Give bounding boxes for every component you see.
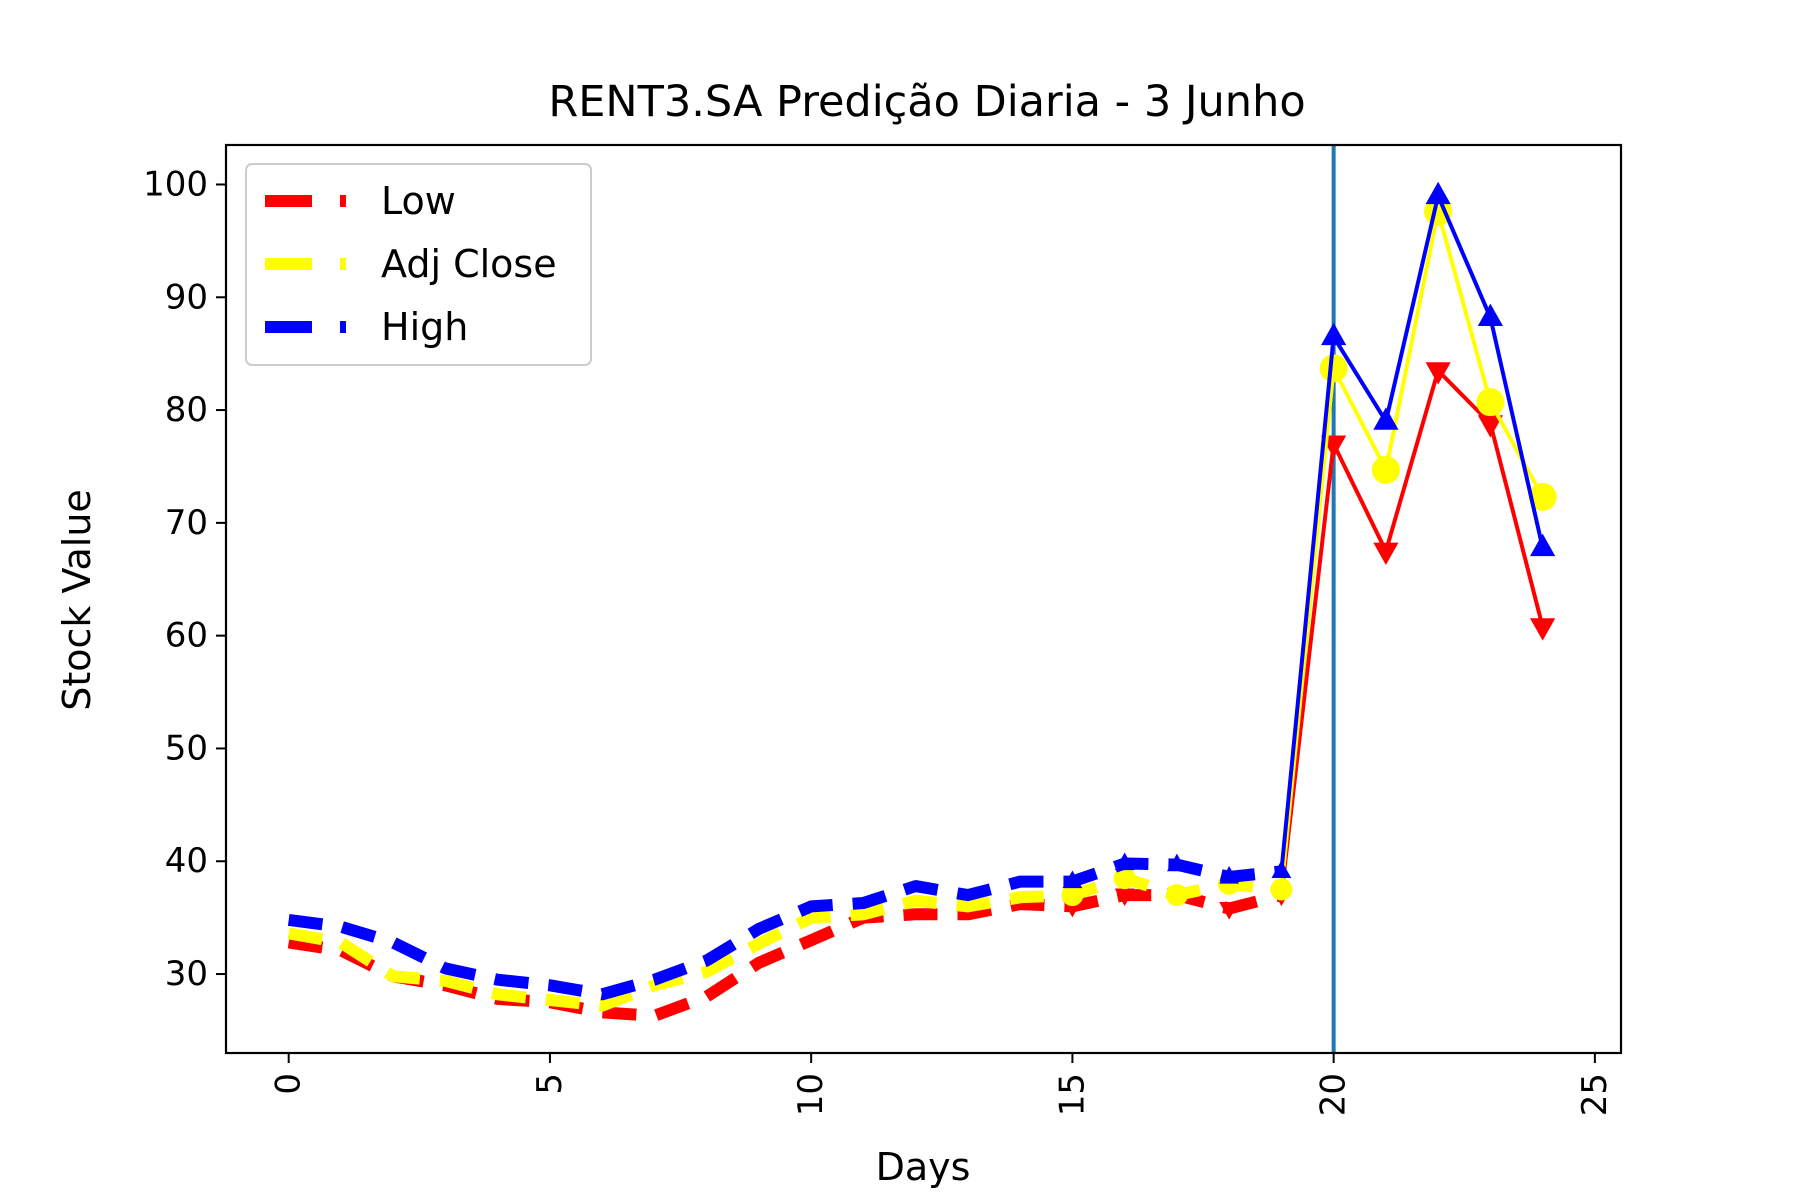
series-high-prediction-point: [1477, 303, 1503, 326]
series-high-history-point: [1062, 870, 1083, 889]
plot-frame: [224, 143, 1623, 1055]
x-tick-label: 15: [1052, 1073, 1092, 1116]
y-tick-label: 90: [165, 277, 208, 317]
x-tick-label: 20: [1314, 1073, 1354, 1116]
series-high-history-point: [1114, 852, 1135, 871]
y-tick-label: 40: [165, 841, 208, 881]
series-high-history-line: [287, 857, 1283, 1001]
series-high-history-point: [1271, 860, 1292, 878]
series-adj-close-prediction-line: [1279, 209, 1545, 890]
series-adj-close-prediction-point: [1319, 354, 1348, 383]
series-high-prediction-point: [1530, 533, 1556, 557]
plot-content: [287, 145, 1557, 1053]
legend-label-low: Low: [381, 179, 456, 223]
series-low-prediction-line: [1279, 368, 1545, 896]
series-adj-close-history-point: [1061, 884, 1084, 907]
series-low-history-point: [1219, 902, 1240, 920]
x-tick-label: 10: [791, 1073, 831, 1116]
series-high-history-point: [1219, 866, 1240, 884]
series-high-prediction-point: [1425, 181, 1451, 205]
legend-label-high: High: [381, 305, 468, 349]
y-axis-ticks: 30 40 50 60 70 80 90 100: [143, 164, 226, 994]
series-low-prediction-point: [1425, 362, 1451, 385]
legend-frame: [245, 163, 592, 366]
chart-title: RENT3.SA Predição Diaria - 3 Junho: [548, 77, 1305, 127]
series-adj-close-history-point: [1270, 878, 1293, 901]
y-tick-label: 80: [165, 390, 208, 430]
legend-label-adj-close: Adj Close: [381, 242, 557, 286]
series-adj-close-prediction-point: [1371, 455, 1400, 484]
series-low-prediction-point: [1373, 542, 1399, 566]
x-axis-label: Days: [876, 1145, 971, 1189]
y-tick-label: 50: [165, 728, 208, 768]
legend: Low Adj Close High: [245, 163, 592, 366]
x-tick-label: 25: [1575, 1073, 1615, 1116]
series-high-history-point: [1166, 853, 1187, 872]
series-adj-close-prediction-point: [1476, 388, 1505, 417]
series-adj-close-prediction-point: [1528, 482, 1557, 511]
y-tick-label: 100: [143, 164, 208, 204]
y-tick-label: 70: [165, 503, 208, 543]
series-high-prediction-point: [1321, 322, 1347, 346]
series-high-prediction-point: [1373, 407, 1399, 430]
x-tick-label: 5: [530, 1073, 570, 1095]
y-tick-label: 60: [165, 616, 208, 656]
series-low-prediction-point: [1477, 415, 1503, 438]
series-high-prediction-line: [1279, 193, 1545, 872]
series-low-prediction-point: [1530, 618, 1556, 641]
x-tick-label: 0: [269, 1073, 309, 1095]
series-adj-close-history-point: [1165, 884, 1188, 907]
x-axis-ticks: 0 5 10 15 20 25: [269, 1053, 1615, 1116]
series-low-history-point: [1114, 888, 1135, 907]
y-axis-label: Stock Value: [55, 489, 99, 711]
series-high: [287, 181, 1556, 1001]
y-tick-label: 30: [165, 954, 208, 994]
series-adj-close-history-point: [1113, 867, 1136, 890]
